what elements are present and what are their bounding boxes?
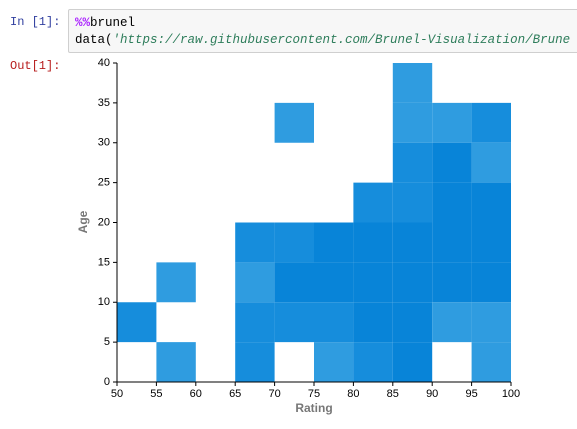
magic: %%: [75, 16, 91, 30]
heat-cell: [471, 182, 511, 223]
heat-cell: [432, 182, 472, 223]
heat-cell: [392, 262, 433, 303]
command: brunel: [90, 16, 136, 30]
heat-cell: [392, 342, 433, 382]
y-tick-label: 15: [98, 256, 110, 268]
heat-cell: [314, 262, 354, 303]
heat-cell: [235, 302, 275, 343]
x-tick-label: 55: [150, 388, 162, 400]
x-tick-label: 65: [229, 388, 241, 400]
heat-cell: [471, 302, 511, 343]
output-prompt: Out[1]:: [10, 59, 61, 73]
y-tick-label: 35: [98, 97, 110, 109]
code-cell[interactable]: %%brunel data('https://raw.githubusercon…: [68, 9, 577, 53]
heat-cell: [353, 262, 393, 303]
heat-cell: [471, 142, 511, 183]
x-axis-label: Rating: [295, 401, 332, 415]
heat-cell: [235, 342, 275, 382]
y-axis-label: Age: [76, 210, 90, 233]
heat-cell: [471, 102, 511, 143]
heat-cell: [235, 262, 275, 303]
heat-cell: [353, 182, 393, 223]
heat-cell: [392, 63, 433, 103]
x-tick-label: 80: [347, 388, 359, 400]
heat-cell: [392, 142, 433, 183]
y-tick-label: 10: [98, 296, 110, 308]
heat-cell: [156, 262, 196, 303]
heat-cell: [392, 302, 433, 343]
heat-cell: [235, 222, 275, 263]
y-tick-label: 40: [98, 57, 110, 69]
x-tick-label: 60: [190, 388, 202, 400]
y-tick-label: 25: [98, 177, 110, 189]
x-tick-label: 95: [465, 388, 477, 400]
heat-cell: [471, 222, 511, 263]
heat-cell: [471, 342, 511, 382]
heat-cell: [274, 262, 314, 303]
heat-cell: [392, 222, 433, 263]
heat-cell: [314, 342, 354, 382]
heat-cell: [274, 302, 314, 343]
heat-cell: [432, 222, 472, 263]
heat-cell: [432, 142, 472, 183]
heat-cell: [432, 102, 472, 143]
heat-cell: [117, 302, 157, 343]
heat-cell: [471, 262, 511, 303]
x-tick-label: 90: [426, 388, 438, 400]
input-prompt: In [1]:: [10, 15, 61, 29]
heat-cell: [314, 222, 354, 263]
y-tick-label: 0: [104, 376, 110, 388]
heat-cell: [353, 302, 393, 343]
x-tick-label: 75: [308, 388, 320, 400]
heat-cell: [432, 302, 472, 343]
y-tick-label: 30: [98, 137, 110, 149]
heat-cell: [432, 262, 472, 303]
y-tick-label: 20: [98, 216, 110, 228]
x-tick-label: 50: [111, 388, 123, 400]
heat-cell: [392, 102, 433, 143]
y-tick-label: 5: [104, 336, 110, 348]
call: data(: [75, 33, 113, 47]
heat-cell: [314, 302, 354, 343]
x-tick-label: 100: [502, 388, 520, 400]
heat-cell: [274, 102, 314, 143]
string: 'https://raw.githubusercontent.com/Brune…: [112, 33, 571, 47]
heat-cell: [274, 222, 314, 263]
heat-cell: [156, 342, 196, 382]
x-tick-label: 85: [387, 388, 399, 400]
heat-cell: [392, 182, 433, 223]
heat-cell: [353, 342, 393, 382]
x-tick-label: 70: [268, 388, 280, 400]
heat-cell: [353, 222, 393, 263]
